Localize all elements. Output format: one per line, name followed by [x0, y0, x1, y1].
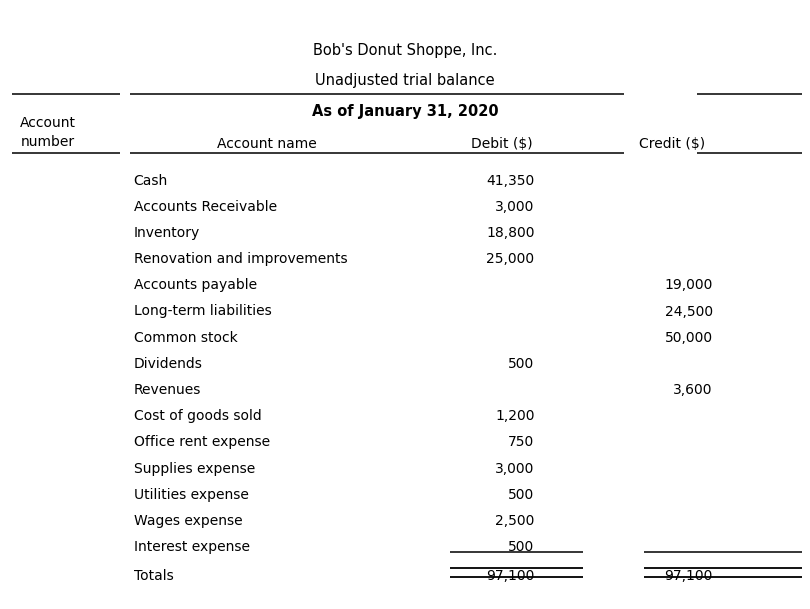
Text: 18,800: 18,800	[486, 226, 535, 240]
Text: Renovation and improvements: Renovation and improvements	[134, 252, 347, 266]
Text: Debit ($): Debit ($)	[471, 137, 533, 151]
Text: Account
number: Account number	[20, 116, 76, 149]
Text: Inventory: Inventory	[134, 226, 200, 240]
Text: 2,500: 2,500	[495, 514, 535, 528]
Text: Supplies expense: Supplies expense	[134, 462, 255, 476]
Text: Common stock: Common stock	[134, 331, 237, 345]
Text: 19,000: 19,000	[664, 278, 713, 292]
Text: Dividends: Dividends	[134, 357, 202, 371]
Text: 41,350: 41,350	[486, 174, 535, 188]
Text: Wages expense: Wages expense	[134, 514, 242, 528]
Text: 3,600: 3,600	[673, 383, 713, 397]
Text: 500: 500	[509, 488, 535, 502]
Text: 25,000: 25,000	[487, 252, 535, 266]
Text: Cost of goods sold: Cost of goods sold	[134, 409, 262, 423]
Text: Office rent expense: Office rent expense	[134, 435, 270, 449]
Text: Long-term liabilities: Long-term liabilities	[134, 304, 271, 319]
Text: 97,100: 97,100	[664, 569, 713, 583]
Text: 500: 500	[509, 540, 535, 554]
Text: 500: 500	[509, 357, 535, 371]
Text: Utilities expense: Utilities expense	[134, 488, 249, 502]
Text: Cash: Cash	[134, 174, 168, 188]
Text: Interest expense: Interest expense	[134, 540, 249, 554]
Text: 750: 750	[509, 435, 535, 449]
Text: Unadjusted trial balance: Unadjusted trial balance	[315, 73, 495, 88]
Text: Accounts payable: Accounts payable	[134, 278, 257, 292]
Text: 50,000: 50,000	[665, 331, 713, 345]
Text: Totals: Totals	[134, 569, 173, 583]
Text: 1,200: 1,200	[495, 409, 535, 423]
Text: 3,000: 3,000	[495, 200, 535, 214]
Text: 3,000: 3,000	[495, 462, 535, 476]
Text: Credit ($): Credit ($)	[639, 137, 706, 151]
Text: As of January 31, 2020: As of January 31, 2020	[312, 104, 498, 119]
Text: Revenues: Revenues	[134, 383, 201, 397]
Text: Accounts Receivable: Accounts Receivable	[134, 200, 277, 214]
Text: 97,100: 97,100	[486, 569, 535, 583]
Text: Account name: Account name	[217, 137, 318, 151]
Text: Bob's Donut Shoppe, Inc.: Bob's Donut Shoppe, Inc.	[313, 43, 497, 58]
Text: 24,500: 24,500	[665, 304, 713, 319]
